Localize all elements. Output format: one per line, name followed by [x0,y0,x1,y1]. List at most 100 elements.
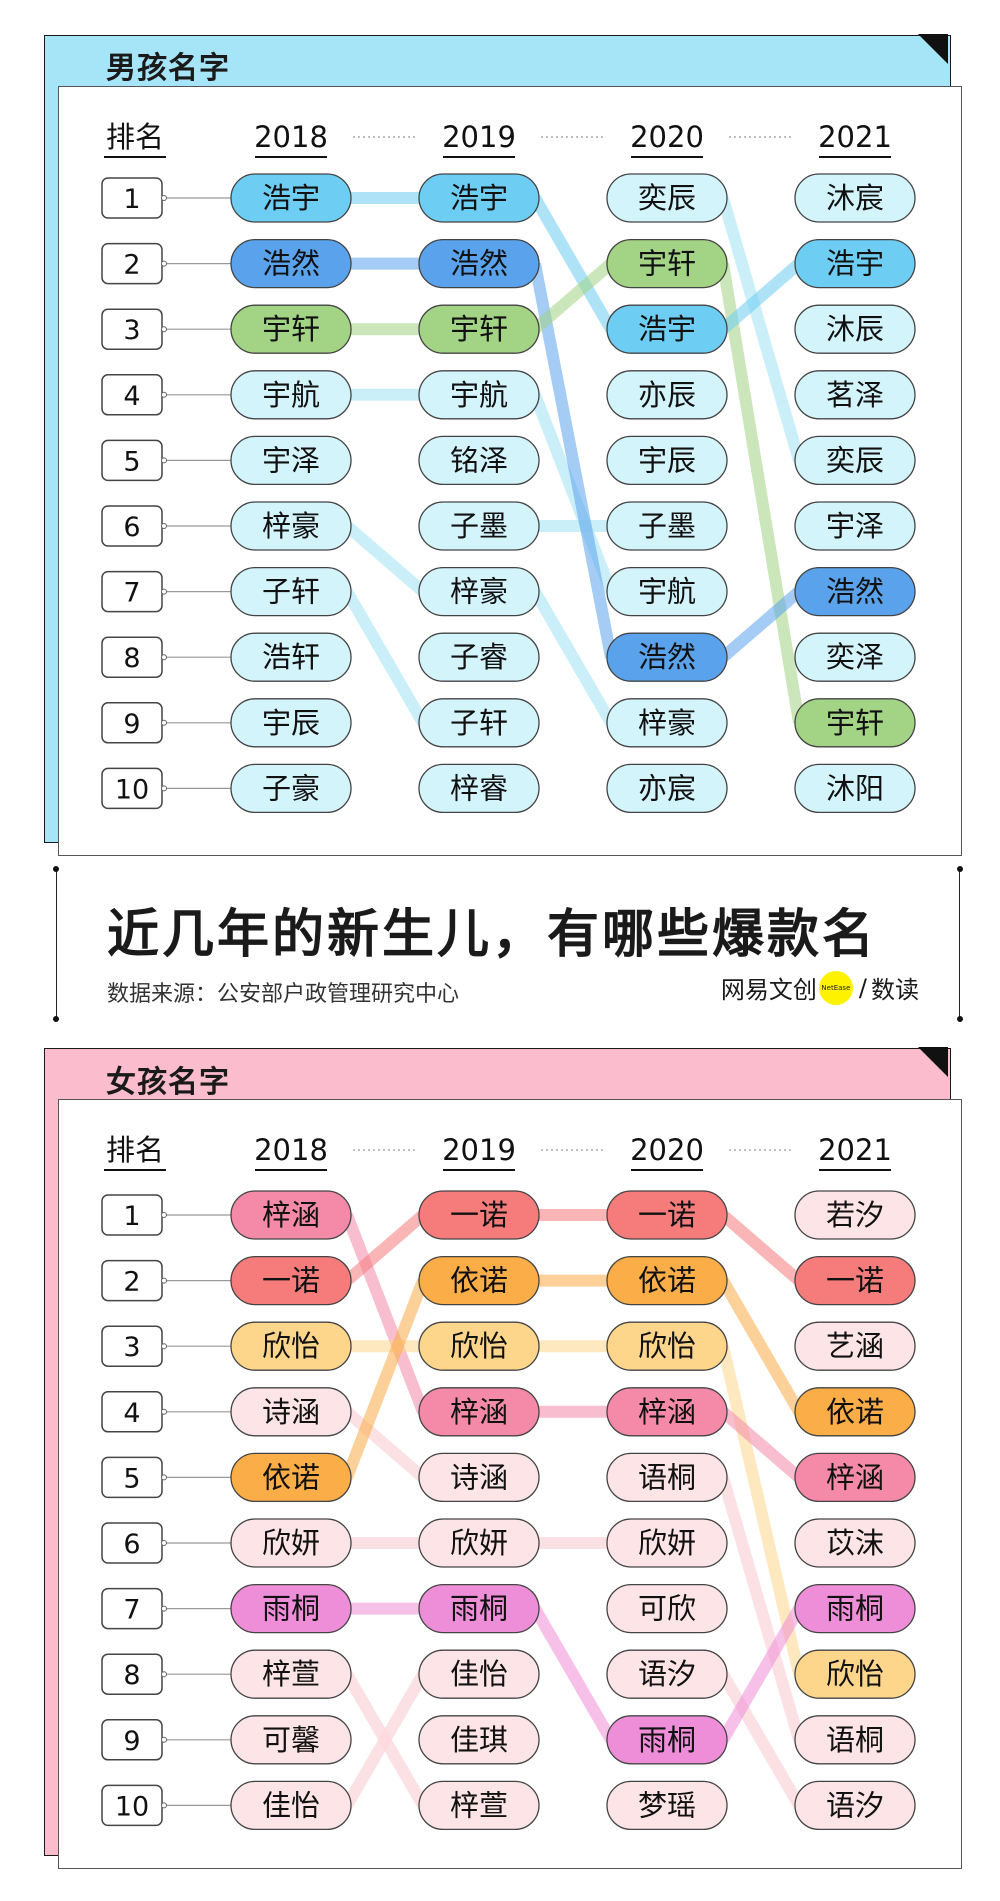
rank-connector-dot [161,1671,167,1678]
name-label: 雨桐 [826,1592,884,1626]
rank-link [343,521,427,597]
name-label: 亦辰 [638,378,696,412]
name-label: 子轩 [262,575,320,609]
name-pill [794,1387,916,1437]
name-label: 雨桐 [638,1723,696,1757]
name-pill [230,1649,352,1699]
name-label: 欣妍 [638,1526,696,1560]
brand-logo: 网易文创 NetEase / 数读 [721,970,919,1005]
rank-link [529,262,617,659]
name-label: 浩宇 [638,312,696,346]
name-pill [606,1583,728,1634]
name-label: 宇轩 [826,706,884,740]
name-pill [606,238,728,289]
rank-connector-dot [161,523,167,529]
name-label: 欣怡 [638,1329,696,1363]
rank-link [343,1407,427,1482]
rank-link [529,392,617,594]
rank-connector-dot [161,654,167,661]
name-label: 亦宸 [638,771,696,805]
name-pill [418,1255,540,1306]
name-label: 浩宇 [826,247,884,281]
boys-chart: 排名 2018 2019 2020 202112345678910浩宇浩然宇轩宇航宇泽梓… [101,120,916,814]
name-pill [794,501,916,551]
rank-link [341,1671,429,1809]
name-pill [418,238,540,289]
rank-connector-dot [161,260,167,267]
name-label: 梓涵 [826,1460,884,1494]
rank-link [529,1605,617,1743]
rank-number: 10 [115,1791,149,1822]
year-label: 2018 [254,120,328,154]
name-label: 子睿 [450,640,508,674]
name-label: 艺涵 [826,1329,884,1363]
rank-link [717,196,805,463]
rank-connector-dot [161,1736,167,1743]
name-label: 一诺 [826,1264,884,1298]
corner-dot [957,1016,963,1022]
name-label: 雨桐 [262,1592,320,1626]
rank-link [343,1210,427,1286]
name-label: 欣妍 [450,1526,508,1560]
rank-link [719,1407,803,1482]
year-label: 2019 [442,120,516,154]
name-label: 茗泽 [826,378,884,412]
netease-badge-icon: NetEase [818,970,853,1005]
rank-link [529,194,617,333]
name-label: 一诺 [638,1198,696,1232]
rank-connector-dot [161,1277,167,1284]
name-pill [794,1780,916,1831]
name-label: 梓涵 [262,1198,320,1232]
rank-number: 6 [123,1529,140,1560]
name-pill [418,1387,540,1437]
rank-connector-dot [161,1540,167,1546]
name-label: 诗涵 [450,1460,508,1494]
name-label: 梓涵 [450,1395,508,1429]
name-pill [418,1190,540,1240]
rank-connector-dot [161,785,167,792]
name-pill [794,566,916,617]
rank-number: 4 [123,1398,140,1429]
year-label: 2020 [630,120,704,154]
name-pill [418,1649,540,1699]
name-pill [418,1518,540,1568]
name-pill [418,501,540,551]
year-label: 2019 [442,1133,516,1167]
girls-panel-corner [918,1047,948,1077]
rank-link [717,1277,805,1415]
name-label: 宇辰 [262,706,320,740]
rank-connector-dot [161,1802,167,1809]
name-pill [606,1715,728,1765]
name-pill [230,1518,352,1568]
name-pill [794,763,916,814]
name-label: 苡沫 [826,1526,884,1560]
name-pill [418,698,540,748]
name-label: 一诺 [262,1264,320,1298]
rank-connector-dot [161,1474,167,1481]
name-pill [418,1452,540,1503]
rank-link [717,1605,805,1743]
name-label: 雨桐 [450,1592,508,1626]
name-label: 宇泽 [826,509,884,543]
name-label: 浩然 [262,247,320,281]
rank-link [719,259,803,334]
rank-number: 3 [123,1332,140,1363]
name-pill [794,1255,916,1306]
rank-number: 10 [115,774,149,805]
rank-number: 7 [123,1595,140,1626]
name-pill [230,763,352,814]
name-pill [418,173,540,223]
name-label: 依诺 [450,1264,508,1298]
rank-connector-dot [161,588,167,595]
name-label: 梓睿 [450,771,508,805]
rank-link [531,259,615,334]
name-pill [794,1583,916,1634]
corner-dot [53,866,59,872]
name-label: 宇航 [262,378,320,412]
rank-link [719,1210,803,1286]
rank-link [717,262,805,724]
name-label: 语桐 [638,1460,696,1494]
rank-number: 7 [123,578,140,609]
girls-panel-title: 女孩名字 [106,1065,230,1100]
